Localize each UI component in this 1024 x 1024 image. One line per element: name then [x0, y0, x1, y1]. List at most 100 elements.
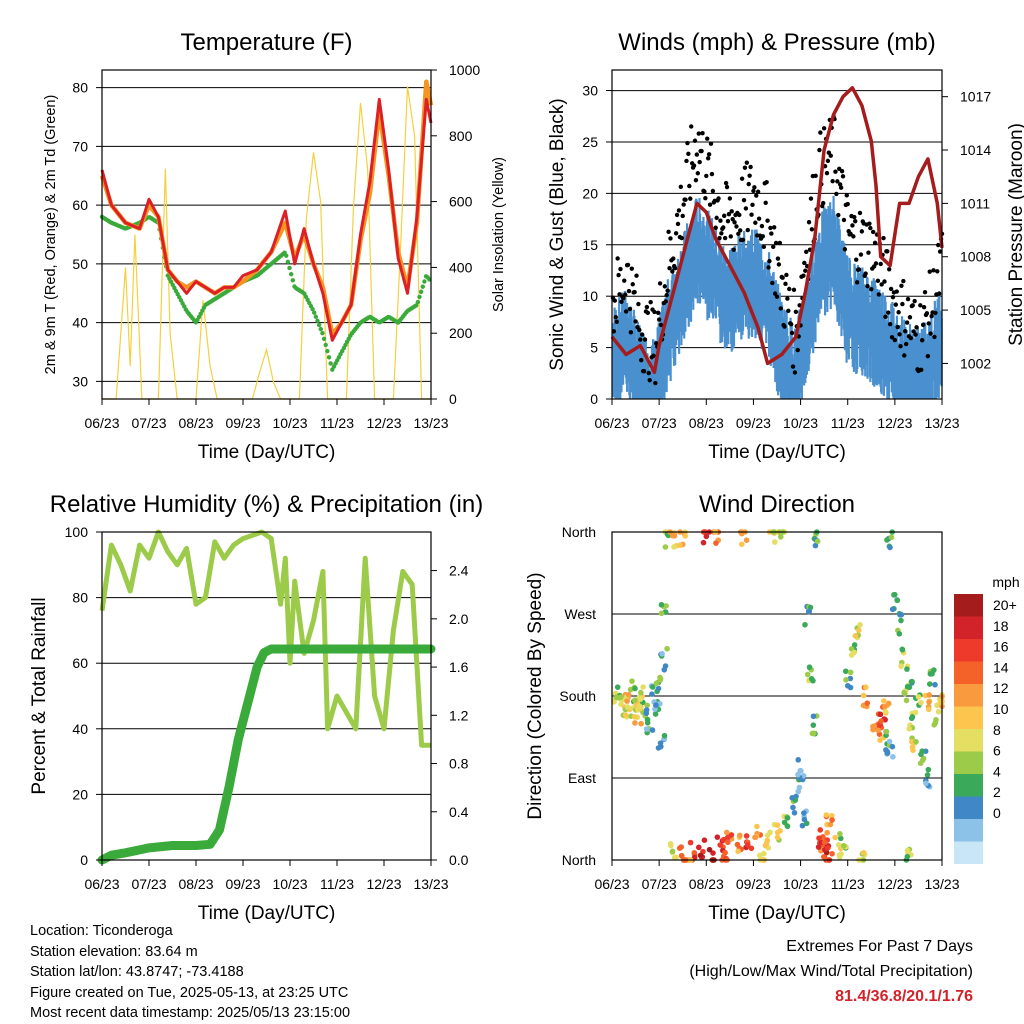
- gust-point: [918, 303, 923, 308]
- direction-point: [904, 847, 911, 854]
- y-tick-label: 80: [72, 80, 88, 96]
- gust-point: [852, 214, 857, 220]
- gust-point: [893, 302, 898, 307]
- gust-point: [675, 221, 681, 227]
- y-tick-label: 50: [72, 256, 88, 272]
- direction-point: [724, 834, 731, 841]
- direction-point: [913, 738, 919, 745]
- direction-point: [918, 751, 924, 758]
- x-tick-label: 08/23: [689, 876, 724, 892]
- dewpoint-point: [315, 318, 320, 324]
- gust-point: [622, 278, 627, 283]
- gust-point: [634, 273, 639, 278]
- legend-label: 14: [993, 659, 1009, 675]
- gust-point: [691, 163, 697, 168]
- recent-timestamp-text: Most recent data timestamp: 2025/05/13 2…: [30, 1005, 351, 1021]
- x-tick-label: 07/23: [131, 415, 166, 431]
- direction-point: [655, 685, 662, 692]
- direction-point: [678, 852, 685, 859]
- gust-point: [729, 209, 734, 214]
- direction-point: [827, 821, 834, 828]
- gust-point: [911, 329, 916, 334]
- y-right-tick-label: 1002: [960, 355, 991, 371]
- direction-point: [632, 720, 638, 726]
- direction-point: [801, 810, 807, 816]
- y-right-tick-label: 1.2: [449, 707, 469, 723]
- direction-point: [817, 827, 824, 833]
- direction-point: [664, 645, 670, 652]
- gust-point: [747, 173, 752, 178]
- plot-frame: [101, 69, 432, 400]
- gust-point: [702, 189, 707, 194]
- gust-point: [651, 353, 656, 358]
- x-axis-label: Time (Day/UTC): [198, 442, 336, 463]
- direction-point: [838, 851, 844, 857]
- direction-point: [774, 822, 781, 828]
- direction-point: [659, 650, 665, 657]
- gust-point: [821, 200, 826, 206]
- gust-point: [851, 234, 856, 239]
- gust-point: [785, 296, 790, 301]
- gust-point: [727, 196, 733, 201]
- y-tick-label: 80: [72, 590, 88, 606]
- direction-point: [767, 829, 773, 836]
- gust-point: [611, 329, 617, 334]
- direction-point: [901, 689, 907, 696]
- series-precipitation: [97, 644, 436, 865]
- gust-point: [754, 193, 759, 198]
- gust-point: [821, 126, 827, 131]
- gust-point: [673, 231, 679, 236]
- legend-swatch: [954, 684, 983, 707]
- direction-point: [801, 816, 808, 823]
- gust-point: [740, 237, 746, 243]
- gust-point: [725, 218, 731, 224]
- gust-point: [692, 138, 698, 143]
- gust-point: [791, 287, 797, 293]
- gust-point: [901, 278, 906, 284]
- direction-point: [743, 833, 750, 839]
- legend-label: 10: [993, 701, 1009, 717]
- gust-point: [881, 235, 886, 241]
- direction-point: [784, 823, 791, 830]
- gust-point: [924, 311, 930, 316]
- chart-title: Winds (mph) & Pressure (mb): [618, 29, 935, 56]
- direction-point: [829, 850, 835, 857]
- gust-point: [804, 249, 809, 255]
- dewpoint-point: [420, 284, 425, 289]
- gust-point: [912, 298, 917, 304]
- direction-point: [669, 848, 676, 855]
- gust-point: [833, 169, 838, 174]
- x-tick-label: 11/23: [320, 415, 354, 431]
- direction-point: [649, 727, 656, 733]
- y-right-tick-label: 400: [449, 259, 473, 275]
- series-sonic-wind: [611, 195, 943, 399]
- gust-point: [644, 304, 650, 310]
- gust-point: [619, 299, 624, 304]
- direction-point: [777, 534, 784, 540]
- gust-point: [870, 229, 876, 235]
- y-right-tick-label: 1005: [960, 302, 991, 318]
- series-relative-humidity: [99, 529, 431, 748]
- legend-label: 8: [993, 722, 1001, 738]
- y-tick-label: 100: [65, 524, 89, 540]
- y-right-tick-label: 0.0: [449, 852, 469, 868]
- gust-point: [902, 353, 907, 358]
- direction-point: [662, 544, 669, 550]
- gust-point: [636, 301, 641, 307]
- gust-point: [770, 280, 775, 286]
- gust-point: [897, 332, 902, 337]
- gust-point: [889, 335, 895, 340]
- gust-point: [612, 298, 618, 303]
- y-right-tick-label: 0.4: [449, 804, 469, 820]
- gust-point: [921, 305, 927, 310]
- gust-point: [654, 341, 659, 346]
- direction-point: [772, 539, 778, 545]
- gust-point: [935, 269, 940, 274]
- gust-point: [700, 131, 705, 136]
- direction-point: [761, 850, 767, 857]
- series-pressure: [610, 86, 944, 375]
- x-tick-label: 09/23: [225, 415, 260, 431]
- direction-point: [864, 700, 871, 706]
- direction-point: [841, 842, 847, 849]
- direction-point: [829, 812, 835, 819]
